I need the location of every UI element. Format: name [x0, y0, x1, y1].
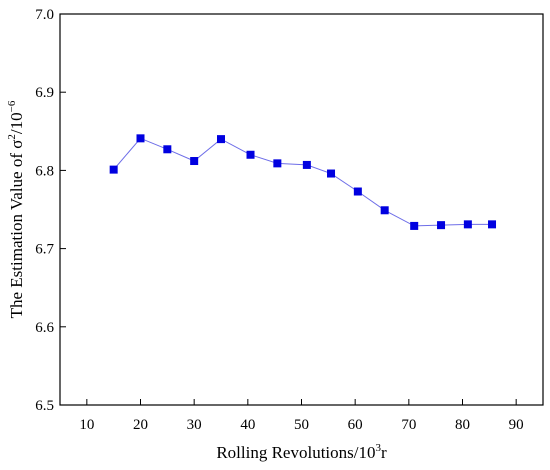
data-point — [163, 145, 172, 154]
y-tick-label: 7.0 — [35, 7, 54, 23]
data-point — [380, 206, 389, 215]
x-tick-label: 30 — [187, 417, 202, 433]
plot-area: 10 20 30 40 50 60 70 80 90 6.5 6.6 6.7 6.8 6.9 7.0 — [35, 7, 544, 433]
x-tick-label: 20 — [133, 417, 148, 433]
y-tick-label: 6.6 — [35, 320, 54, 336]
data-point — [353, 187, 362, 196]
x-tick-label: 40 — [240, 417, 255, 433]
y-axis-title: The Estimation Value of σ2/10−6 — [6, 100, 26, 318]
x-tick-label: 10 — [79, 417, 94, 433]
y-tick-label: 6.7 — [35, 242, 54, 258]
x-tick-label: 80 — [455, 417, 470, 433]
data-point — [273, 159, 282, 168]
data-point — [109, 165, 118, 174]
x-tick-label: 70 — [401, 417, 416, 433]
data-point — [327, 169, 336, 178]
x-axis-title: Rolling Revolutions/103r — [216, 442, 387, 462]
data-point — [437, 221, 446, 230]
data-point — [246, 150, 255, 159]
data-point — [136, 134, 145, 143]
data-point — [410, 221, 419, 230]
y-tick-label: 6.9 — [35, 85, 54, 101]
plot-frame — [59, 13, 544, 406]
data-point — [463, 220, 472, 229]
data-point — [488, 220, 497, 229]
x-tick-label: 50 — [294, 417, 309, 433]
x-tick-label: 60 — [348, 417, 363, 433]
data-point — [190, 157, 199, 166]
y-tick-label: 6.8 — [35, 163, 54, 179]
data-point — [302, 160, 311, 169]
y-tick-label: 6.5 — [35, 398, 54, 414]
data-point — [217, 135, 225, 144]
x-tick-label: 90 — [509, 417, 524, 433]
